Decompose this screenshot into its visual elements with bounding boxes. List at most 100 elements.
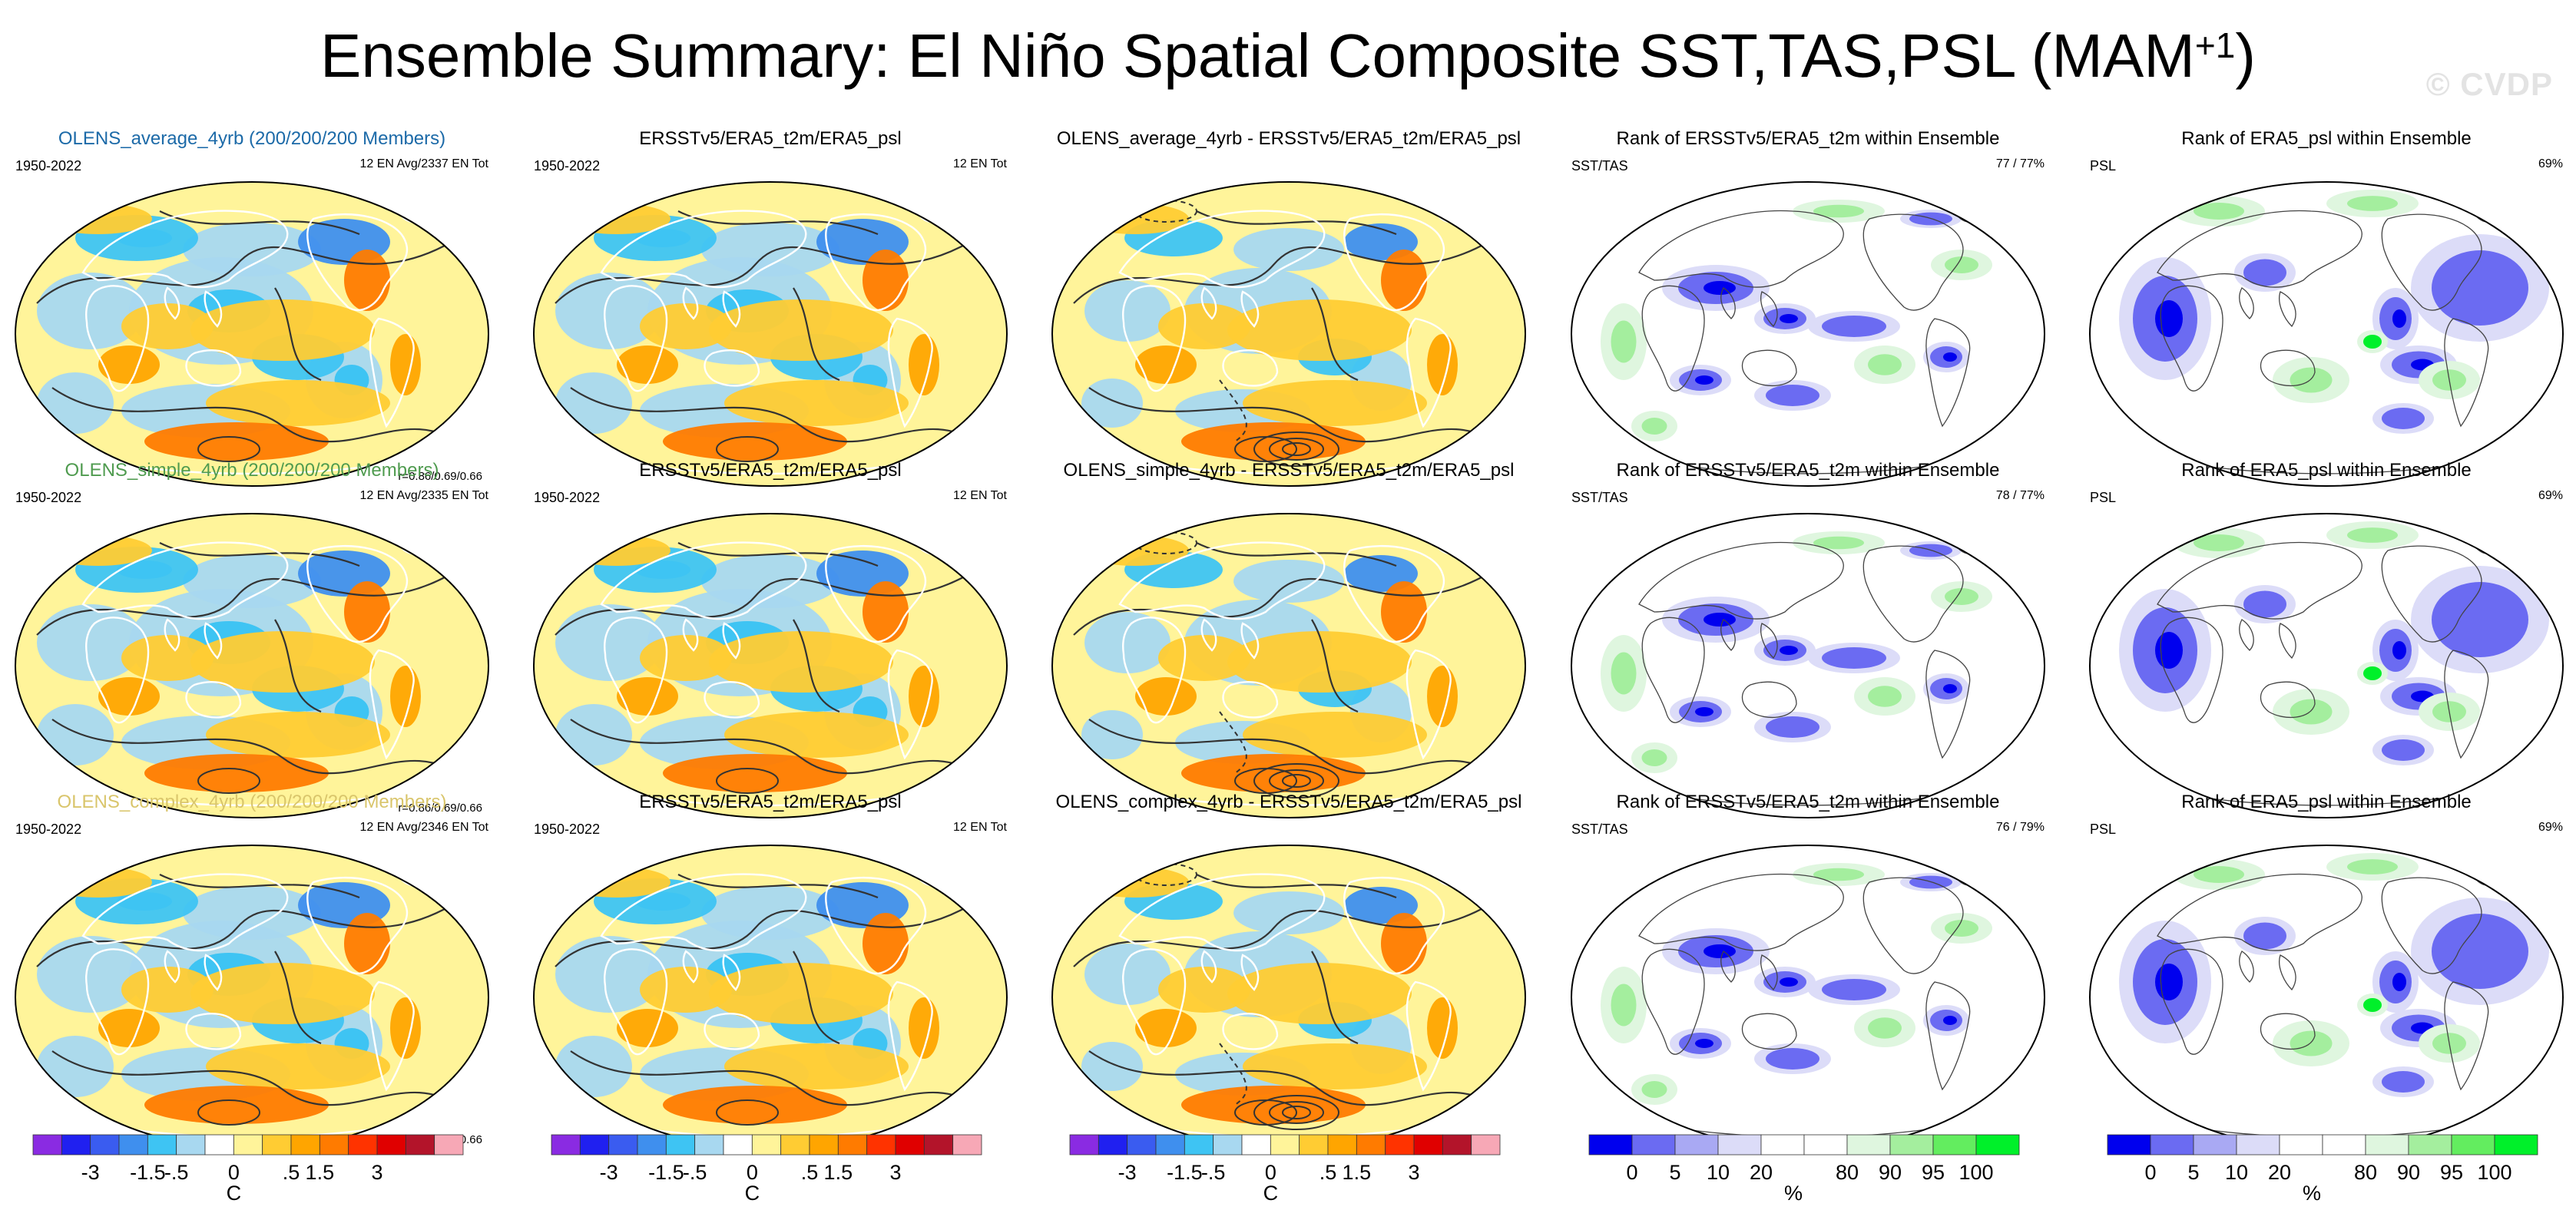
colorbar-tick-label: -3 xyxy=(600,1161,618,1184)
colorbar-swatch xyxy=(2365,1134,2409,1156)
psl-contour xyxy=(1196,210,1397,236)
colorbar-tick-label: 3 xyxy=(1408,1161,1419,1184)
cool-anomaly-area xyxy=(1233,560,1344,603)
psl-contour xyxy=(36,904,452,967)
colorbar-swatch xyxy=(1471,1134,1501,1156)
coastline xyxy=(1343,877,1445,975)
coastline xyxy=(1925,981,1971,1091)
colorbar-swatch xyxy=(1413,1134,1443,1156)
panel-left-label: SST/TAS xyxy=(1571,158,1628,174)
colorbar-swatch xyxy=(376,1134,406,1156)
map-boundary xyxy=(2088,845,2564,1150)
warm-anomaly-area xyxy=(1227,631,1412,693)
lowest-rank-area xyxy=(1695,707,1713,716)
cool-anomaly-area xyxy=(1233,891,1344,934)
panel-left-label: 1950-2022 xyxy=(15,158,81,174)
psl-contour xyxy=(1282,774,1311,788)
map-field xyxy=(1052,182,1525,486)
coastline xyxy=(1406,980,1452,1092)
coastline xyxy=(369,980,415,1092)
coastline xyxy=(704,681,760,719)
psl-contour xyxy=(51,1050,468,1113)
cool-anomaly-area xyxy=(37,704,114,765)
cvdp-watermark: © CVDP xyxy=(2425,66,2553,102)
colorbar-tick-label: 95 xyxy=(1922,1161,1945,1184)
colorbar-tick-label: 5 xyxy=(2187,1161,2199,1184)
low-rank-area xyxy=(2432,582,2528,657)
coastline xyxy=(825,545,927,643)
lowest-rank-area xyxy=(1695,375,1713,385)
colorbar-swatch xyxy=(2107,1134,2151,1156)
high-rank-area xyxy=(2347,859,2398,874)
panel-title: OLENS_complex_4yrb (200/200/200 Members) xyxy=(58,792,447,812)
warm-anomaly-area xyxy=(344,913,390,974)
map-boundary xyxy=(2088,181,2564,487)
coastline xyxy=(1862,877,1964,974)
psl-contour xyxy=(197,1099,260,1126)
coastline xyxy=(722,622,741,660)
colorbar-swatch xyxy=(61,1134,91,1156)
panel-right-label: 12 EN Tot xyxy=(953,157,1008,170)
colorbar-swatch xyxy=(2494,1134,2538,1156)
psl-contour xyxy=(1196,542,1397,567)
colorbar-swatch xyxy=(895,1134,925,1156)
low-rank-area xyxy=(1822,316,1886,337)
coastline xyxy=(369,317,415,428)
high-rank-area xyxy=(1813,536,1864,550)
psl-contour xyxy=(716,1099,779,1126)
panel-right-label: 69% xyxy=(2538,821,2563,834)
low-rank-area xyxy=(1766,1048,1819,1070)
coastline xyxy=(600,210,807,289)
high-rank-area xyxy=(2290,367,2333,393)
low-rank-area xyxy=(2432,914,2528,989)
map-panel-r1-c5: Rank of ERA5_psl within Ensemble PSL 69% xyxy=(2088,128,2564,487)
warm-anomaly-area xyxy=(640,967,732,1013)
colorbar-tick-label: -.5 xyxy=(164,1161,189,1184)
coastline xyxy=(704,349,760,387)
coastline xyxy=(204,954,223,991)
map-boundary xyxy=(1570,181,2046,487)
high-rank-area xyxy=(2194,866,2244,883)
coastline xyxy=(164,286,180,320)
warm-anomaly-area xyxy=(1381,913,1427,974)
coastline xyxy=(1240,290,1260,328)
coastline xyxy=(1638,541,1844,620)
map-field xyxy=(1052,514,1525,818)
panel-right-label: 12 EN Avg/2337 EN Tot xyxy=(359,157,488,170)
colorbar-swatch xyxy=(2150,1134,2194,1156)
map-field xyxy=(1571,514,2045,818)
colorbar-swatch xyxy=(1588,1134,1633,1156)
colorbar-swatch xyxy=(2322,1134,2366,1156)
colorbar-swatch xyxy=(809,1134,839,1156)
coastline xyxy=(81,541,289,620)
low-rank-area xyxy=(2243,590,2286,618)
colorbar-tick-label: 100 xyxy=(1958,1161,1993,1184)
colorbar-swatch xyxy=(780,1134,810,1156)
colorbar-c4: 0 5 10 20 80 90 95 100% xyxy=(1588,1134,2020,1205)
psl-contour xyxy=(1253,431,1339,467)
warm-anomaly-area xyxy=(1181,754,1366,792)
psl-contour xyxy=(570,1050,986,1113)
figure-title: Ensemble Summary: El Niño Spatial Compos… xyxy=(0,14,2576,98)
colorbar-tick-label: -1.5 xyxy=(130,1161,166,1184)
low-rank-area xyxy=(2382,1071,2425,1093)
coastline xyxy=(1240,622,1260,660)
colorbar-swatch xyxy=(1356,1134,1386,1156)
coastline xyxy=(1122,617,1187,724)
cool-anomaly-area xyxy=(555,704,632,765)
coastline xyxy=(81,873,289,952)
coastline xyxy=(1122,285,1187,392)
coastline xyxy=(1222,349,1279,387)
low-rank-area xyxy=(1822,647,1886,669)
panel-title: ERSSTv5/ERA5_t2m/ERA5_psl xyxy=(639,460,901,481)
colorbar-swatch xyxy=(1069,1134,1099,1156)
psl-contour xyxy=(677,874,879,899)
map-panel-r2-c1: OLENS_simple_4yrb (200/200/200 Members) 1… xyxy=(14,460,490,818)
lowest-rank-area xyxy=(2155,632,2183,669)
cool-anomaly-area xyxy=(701,886,839,940)
panel-right-label: 78 / 77% xyxy=(1996,489,2045,502)
coastline xyxy=(1741,349,1797,387)
colorbar-swatch xyxy=(923,1134,954,1156)
warm-anomaly-area xyxy=(663,422,847,461)
